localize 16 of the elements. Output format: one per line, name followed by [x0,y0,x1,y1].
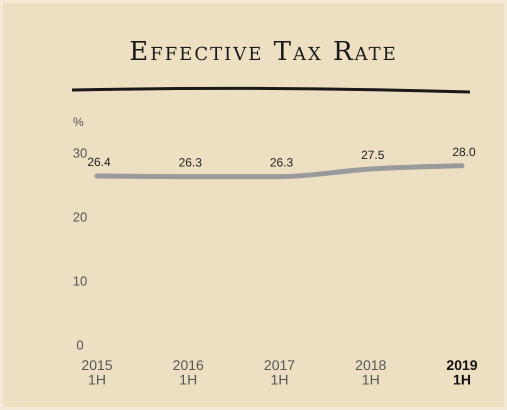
data-label: 26.3 [270,156,294,170]
y-tick-label: 0 [76,338,84,353]
x-tick-label: 2019 1H [446,357,478,388]
data-label: 28.0 [452,144,476,159]
x-tick-label: 2015 1H [81,357,113,388]
chart-title: Effective Tax Rate [129,37,398,67]
x-tick-label: 2016 1H [172,357,204,388]
data-label: 26.4 [87,155,111,170]
y-tick-label: 30 [72,146,88,161]
data-label: 26.3 [178,156,202,170]
y-tick-label: 20 [72,210,88,225]
x-tick-label: 2017 1H [264,357,296,388]
y-axis-title: % [73,115,84,129]
x-tick-label: 2018 1H [355,357,387,388]
y-tick-label: 10 [72,274,88,289]
data-label: 27.5 [361,148,385,162]
